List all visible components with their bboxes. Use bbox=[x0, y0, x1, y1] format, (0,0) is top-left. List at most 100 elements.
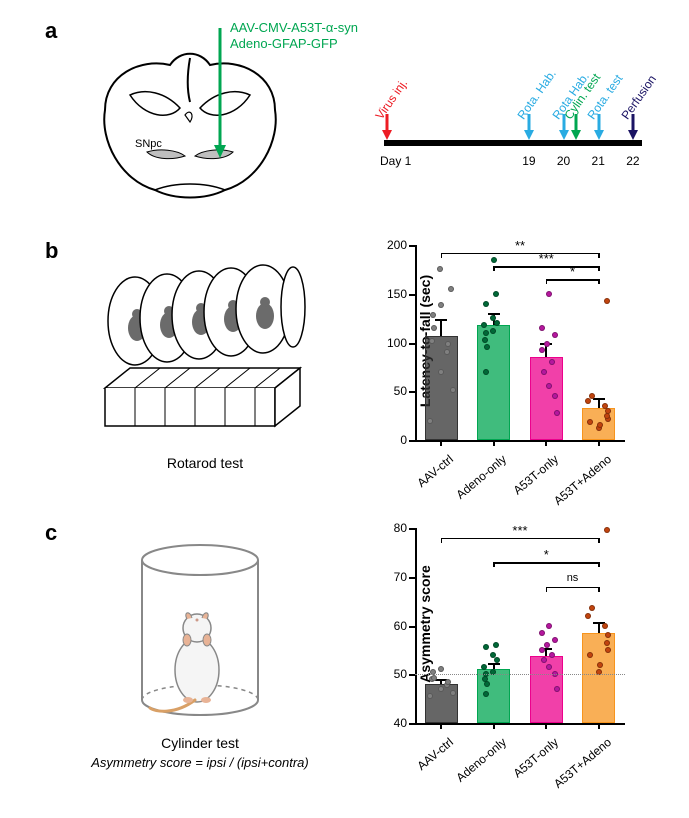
asymmetry-ytick-label: 70 bbox=[375, 570, 407, 584]
asymmetry-point bbox=[483, 644, 489, 650]
panel-label-b: b bbox=[45, 238, 58, 264]
latency-ytick bbox=[409, 391, 415, 393]
asymmetry-point bbox=[539, 647, 545, 653]
latency-point bbox=[493, 291, 499, 297]
latency-point bbox=[541, 369, 547, 375]
latency-ytick-label: 100 bbox=[375, 336, 407, 350]
asymmetry-sig-label-0: *** bbox=[505, 523, 535, 538]
asymmetry-ytick-label: 60 bbox=[375, 619, 407, 633]
cylinder-illustration bbox=[115, 540, 285, 735]
asymmetry-sig-line-1 bbox=[494, 562, 599, 564]
latency-point bbox=[450, 387, 456, 393]
latency-point bbox=[549, 359, 555, 365]
asymmetry-ytick-label: 50 bbox=[375, 667, 407, 681]
asymmetry-sig-drop bbox=[598, 538, 600, 543]
latency-point bbox=[430, 312, 436, 318]
timeline-day-19: 19 bbox=[522, 154, 535, 168]
latency-point bbox=[546, 291, 552, 297]
latency-ytick-label: 200 bbox=[375, 238, 407, 252]
latency-point bbox=[589, 393, 595, 399]
latency-point bbox=[483, 330, 489, 336]
latency-point bbox=[544, 341, 550, 347]
asymmetry-xtick bbox=[545, 723, 547, 729]
asymmetry-point bbox=[427, 693, 433, 699]
asymmetry-sig-label-1: * bbox=[531, 547, 561, 562]
latency-sig-drop bbox=[598, 266, 600, 271]
asymmetry-point bbox=[604, 527, 610, 533]
asymmetry-bar-3 bbox=[582, 633, 615, 723]
latency-point bbox=[587, 419, 593, 425]
asymmetry-point bbox=[605, 632, 611, 638]
injection-arrow bbox=[210, 25, 230, 165]
latency-point bbox=[552, 332, 558, 338]
latency-ytick-label: 150 bbox=[375, 287, 407, 301]
rotarod-caption: Rotarod test bbox=[120, 455, 290, 471]
brain-region-label: SNpc bbox=[135, 138, 162, 150]
latency-ytick-label: 50 bbox=[375, 384, 407, 398]
asymmetry-sig-drop bbox=[441, 538, 443, 543]
latency-point bbox=[482, 337, 488, 343]
timeline-day-22: 22 bbox=[626, 154, 639, 168]
latency-sig-line-2 bbox=[546, 279, 599, 281]
latency-point bbox=[448, 286, 454, 292]
asymmetry-sig-drop bbox=[598, 562, 600, 567]
latency-ytick-label: 0 bbox=[375, 433, 407, 447]
latency-point bbox=[602, 403, 608, 409]
asymmetry-point bbox=[602, 623, 608, 629]
latency-sig-drop bbox=[441, 253, 443, 258]
latency-ytick bbox=[409, 440, 415, 442]
latency-sig-drop bbox=[493, 266, 495, 271]
latency-sig-label-2: * bbox=[558, 264, 588, 279]
asymmetry-point bbox=[431, 675, 437, 681]
asymmetry-point bbox=[490, 652, 496, 658]
latency-sig-drop bbox=[546, 279, 548, 284]
latency-point bbox=[490, 315, 496, 321]
asymmetry-point bbox=[554, 686, 560, 692]
brain-schematic: SNpc bbox=[85, 40, 295, 215]
latency-xtick bbox=[545, 440, 547, 446]
asymmetry-errcap-1 bbox=[488, 663, 500, 665]
latency-point bbox=[552, 393, 558, 399]
asymmetry-x-axis bbox=[415, 723, 625, 725]
asymmetry-point bbox=[483, 691, 489, 697]
asymmetry-point bbox=[544, 642, 550, 648]
latency-point bbox=[444, 349, 450, 355]
latency-sig-drop bbox=[598, 253, 600, 258]
latency-point bbox=[429, 338, 435, 344]
latency-point bbox=[438, 302, 444, 308]
latency-xtick bbox=[440, 440, 442, 446]
asymmetry-sig-line-2 bbox=[546, 587, 599, 589]
asymmetry-point bbox=[541, 657, 547, 663]
latency-xtick bbox=[493, 440, 495, 446]
asymmetry-baseline bbox=[415, 674, 625, 675]
latency-sig-drop bbox=[598, 279, 600, 284]
asymmetry-point bbox=[494, 657, 500, 663]
asymmetry-sig-drop bbox=[493, 562, 495, 567]
asymmetry-point bbox=[539, 630, 545, 636]
latency-point bbox=[539, 347, 545, 353]
latency-sig-line-0 bbox=[441, 253, 599, 255]
asymmetry-chart: 4050607080Asymmetry scoreAAV-ctrlAdeno-o… bbox=[415, 528, 625, 723]
latency-point bbox=[546, 383, 552, 389]
asymmetry-point bbox=[445, 679, 451, 685]
rotarod-illustration bbox=[85, 258, 315, 453]
asymmetry-xtick bbox=[493, 723, 495, 729]
asymmetry-xtick bbox=[440, 723, 442, 729]
asymmetry-point bbox=[589, 605, 595, 611]
asymmetry-ytick-label: 80 bbox=[375, 521, 407, 535]
asymmetry-point bbox=[604, 640, 610, 646]
latency-point bbox=[484, 344, 490, 350]
asymmetry-ytick-label: 40 bbox=[375, 716, 407, 730]
latency-point bbox=[491, 257, 497, 263]
asymmetry-sig-line-0 bbox=[441, 538, 599, 540]
panel-label-c: c bbox=[45, 520, 57, 546]
latency-errcap-0 bbox=[435, 319, 447, 321]
asymmetry-point bbox=[552, 637, 558, 643]
cylinder-caption-1: Cylinder test bbox=[70, 735, 330, 751]
latency-point bbox=[483, 369, 489, 375]
latency-point bbox=[481, 322, 487, 328]
asymmetry-sig-label-2: ns bbox=[558, 572, 588, 584]
injection-label-line2: Adeno-GFAP-GFP bbox=[230, 36, 358, 52]
asymmetry-point bbox=[438, 666, 444, 672]
timeline-day-1: Day 1 bbox=[380, 154, 411, 168]
